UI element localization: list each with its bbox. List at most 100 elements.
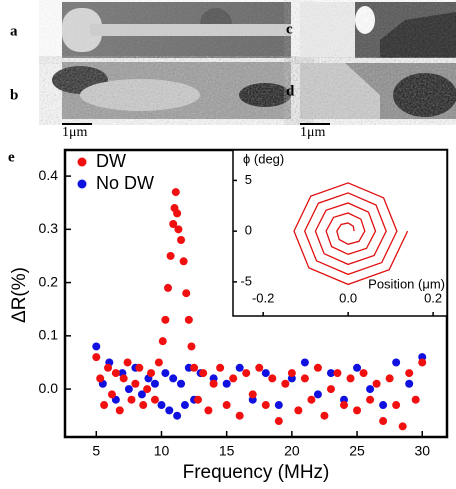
- data-point: [119, 374, 128, 383]
- data-point: [359, 369, 368, 378]
- x-tick-label: 25: [349, 443, 365, 459]
- data-point: [392, 401, 401, 410]
- y-tick-label: 0.2: [39, 273, 59, 289]
- x-tick-label: 0.2: [424, 290, 442, 305]
- data-point: [268, 374, 277, 383]
- data-point: [190, 363, 199, 372]
- data-point: [385, 374, 394, 383]
- y-tick-label: 0.0: [39, 380, 59, 396]
- data-point: [405, 369, 414, 378]
- data-point: [111, 369, 120, 378]
- data-point: [177, 379, 186, 388]
- data-point: [163, 283, 172, 292]
- legend-marker: [77, 179, 87, 189]
- data-point: [158, 337, 167, 346]
- data-point: [124, 385, 133, 394]
- data-point: [320, 411, 329, 420]
- data-point: [255, 363, 264, 372]
- micrograph-b: [52, 62, 291, 119]
- data-point: [173, 411, 182, 420]
- micrograph-a: [62, 2, 291, 58]
- data-point: [161, 369, 170, 378]
- data-point: [274, 401, 283, 410]
- data-point: [418, 358, 427, 367]
- data-point: [96, 374, 105, 383]
- data-point: [261, 401, 270, 410]
- y-tick-label: -5: [240, 273, 252, 288]
- data-point: [173, 209, 182, 218]
- panel-label: d: [286, 83, 295, 99]
- y-axis-label: ΔR(%): [9, 267, 30, 323]
- data-point: [127, 395, 136, 404]
- data-point: [313, 390, 322, 399]
- x-axis-label: Frequency (MHz): [183, 462, 330, 483]
- x-tick-label: 0.0: [339, 290, 357, 305]
- x-axis-label: Position (μm): [368, 276, 445, 291]
- data-point: [366, 395, 375, 404]
- data-point: [340, 401, 349, 410]
- panel-label: c: [286, 21, 293, 37]
- data-point: [235, 363, 244, 372]
- data-point: [150, 379, 159, 388]
- data-point: [100, 401, 109, 410]
- data-point: [379, 417, 388, 426]
- data-point: [179, 257, 188, 266]
- data-point: [139, 401, 148, 410]
- micrograph-c: [300, 2, 456, 58]
- data-point: [216, 363, 225, 372]
- panel-label: e: [8, 149, 15, 165]
- scale-label: 1μm: [62, 125, 88, 140]
- data-point: [182, 289, 191, 298]
- data-point: [411, 395, 420, 404]
- panel-label: a: [10, 23, 18, 39]
- data-point: [107, 390, 116, 399]
- data-point: [229, 374, 238, 383]
- data-point: [346, 374, 355, 383]
- legend-label: No DW: [96, 173, 154, 193]
- y-tick-label: 0: [245, 223, 252, 238]
- data-point: [366, 385, 375, 394]
- data-point: [313, 363, 322, 372]
- data-point: [379, 401, 388, 410]
- scale-label: 1μm: [300, 125, 326, 140]
- data-point: [204, 406, 213, 415]
- data-point: [300, 358, 309, 367]
- y-axis-label: ϕ (deg): [243, 151, 284, 166]
- data-point: [92, 342, 101, 351]
- data-point: [326, 385, 335, 394]
- data-point: [92, 353, 101, 362]
- data-point: [242, 369, 251, 378]
- data-point: [261, 369, 270, 378]
- data-point: [171, 188, 180, 197]
- data-point: [372, 379, 381, 388]
- data-point: [333, 369, 342, 378]
- data-point: [222, 401, 231, 410]
- data-point: [274, 417, 283, 426]
- data-point: [104, 363, 113, 372]
- y-tick-label: 0.4: [39, 167, 59, 183]
- data-point: [143, 385, 152, 394]
- data-point: [115, 406, 124, 415]
- data-point: [392, 358, 401, 367]
- y-tick-label: 5: [245, 172, 252, 187]
- y-tick-label: 0.3: [39, 220, 59, 236]
- data-point: [300, 374, 309, 383]
- data-point: [161, 315, 170, 324]
- data-point: [294, 406, 303, 415]
- micrograph-d: [300, 63, 456, 119]
- inset-plot: -0.2 0.0 0.2 -5 0 5 Position (μm) ϕ (deg): [232, 149, 448, 317]
- data-point: [137, 390, 146, 399]
- data-point: [235, 411, 244, 420]
- data-point: [174, 225, 183, 234]
- data-point: [193, 395, 202, 404]
- data-point: [281, 379, 290, 388]
- data-point: [180, 401, 189, 410]
- data-line: [293, 182, 409, 286]
- x-tick-label: 20: [284, 443, 300, 459]
- data-point: [150, 395, 159, 404]
- data-point: [169, 220, 178, 229]
- data-point: [248, 390, 257, 399]
- data-point: [326, 369, 335, 378]
- data-point: [123, 358, 132, 367]
